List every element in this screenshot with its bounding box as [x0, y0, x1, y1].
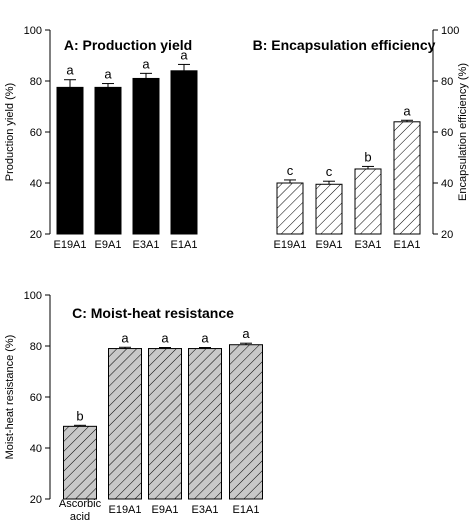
y-tick-label: 20 [441, 229, 453, 241]
panel-c-y-label: Moist-heat resistance (%) [4, 335, 16, 460]
panel-a-bars: a E19A1 a E9A1 a E3A1 a E1A1 [53, 47, 198, 251]
bar [315, 183, 343, 235]
category-label: E19A1 [53, 239, 86, 251]
panel-a: 20 40 60 80 100 A: Production yield Producti… [4, 25, 198, 251]
bar [393, 121, 421, 235]
bar [229, 344, 263, 500]
y-tick-label: 60 [30, 392, 42, 404]
significance-letter: b [76, 408, 83, 423]
category-label: E1A1 [171, 239, 198, 251]
y-tick-label: 60 [30, 127, 42, 139]
y-tick-label: 80 [30, 341, 42, 353]
y-tick-label: 100 [24, 25, 42, 37]
category-label: E9A1 [316, 239, 343, 251]
bar [108, 348, 142, 500]
category-label: E19A1 [108, 504, 141, 516]
y-tick-label: 100 [24, 290, 42, 302]
panel-a-y-label: Production yield (%) [4, 83, 16, 181]
bar [354, 168, 382, 235]
category-label: E19A1 [273, 239, 306, 251]
y-tick-label: 80 [441, 76, 453, 88]
bar [94, 86, 122, 235]
significance-letter: c [287, 163, 294, 178]
bar [148, 348, 182, 500]
significance-letter: a [180, 47, 188, 62]
significance-letter: a [142, 56, 150, 71]
y-tick-label: 100 [441, 25, 459, 37]
bar [170, 70, 198, 235]
bar [132, 77, 160, 235]
bar [63, 425, 97, 500]
significance-letter: c [326, 164, 333, 179]
panel-c-bars: b Ascorbic acid a E19A1 a E9A1 a E3A1 a E1A1 [59, 326, 263, 523]
bar [188, 348, 222, 500]
bar [56, 86, 84, 235]
significance-letter: a [242, 326, 250, 341]
y-tick-label: 40 [30, 178, 42, 190]
significance-letter: a [201, 331, 209, 346]
panel-b-y-label: Encapsulation efficiency (%) [457, 63, 469, 201]
category-label: E3A1 [355, 239, 382, 251]
panel-b-title: B: Encapsulation efficiency [253, 37, 436, 53]
category-label: E3A1 [133, 239, 160, 251]
category-label: E1A1 [394, 239, 421, 251]
category-label: E3A1 [192, 504, 219, 516]
significance-letter: a [121, 330, 129, 345]
significance-letter: a [104, 67, 112, 82]
panel-c: 20 40 60 80 100 C: Moist-heat resistance Moi… [4, 290, 263, 523]
panel-a-title: A: Production yield [64, 37, 192, 53]
panel-c-title: C: Moist-heat resistance [72, 305, 234, 321]
panel-a-y-ticks: 20 40 60 80 100 [24, 25, 50, 241]
bar [276, 182, 304, 235]
y-tick-label: 20 [30, 229, 42, 241]
category-label: Ascorbic acid [59, 498, 102, 523]
y-tick-label: 60 [441, 127, 453, 139]
category-label: E1A1 [233, 504, 260, 516]
y-tick-label: 80 [30, 76, 42, 88]
significance-letter: a [403, 103, 411, 118]
category-label: E9A1 [152, 504, 179, 516]
y-tick-label: 20 [30, 494, 42, 506]
significance-letter: b [364, 149, 371, 164]
panel-c-y-ticks: 20 40 60 80 100 [24, 290, 50, 506]
category-label: E9A1 [95, 239, 122, 251]
y-tick-label: 40 [441, 178, 453, 190]
panel-b-bars: c E19A1 c E9A1 b E3A1 a E1A1 [273, 103, 421, 251]
y-tick-label: 40 [30, 443, 42, 455]
significance-letter: a [161, 331, 169, 346]
significance-letter: a [66, 63, 74, 78]
panel-b-y-ticks: 20 40 60 80 100 [433, 25, 459, 241]
